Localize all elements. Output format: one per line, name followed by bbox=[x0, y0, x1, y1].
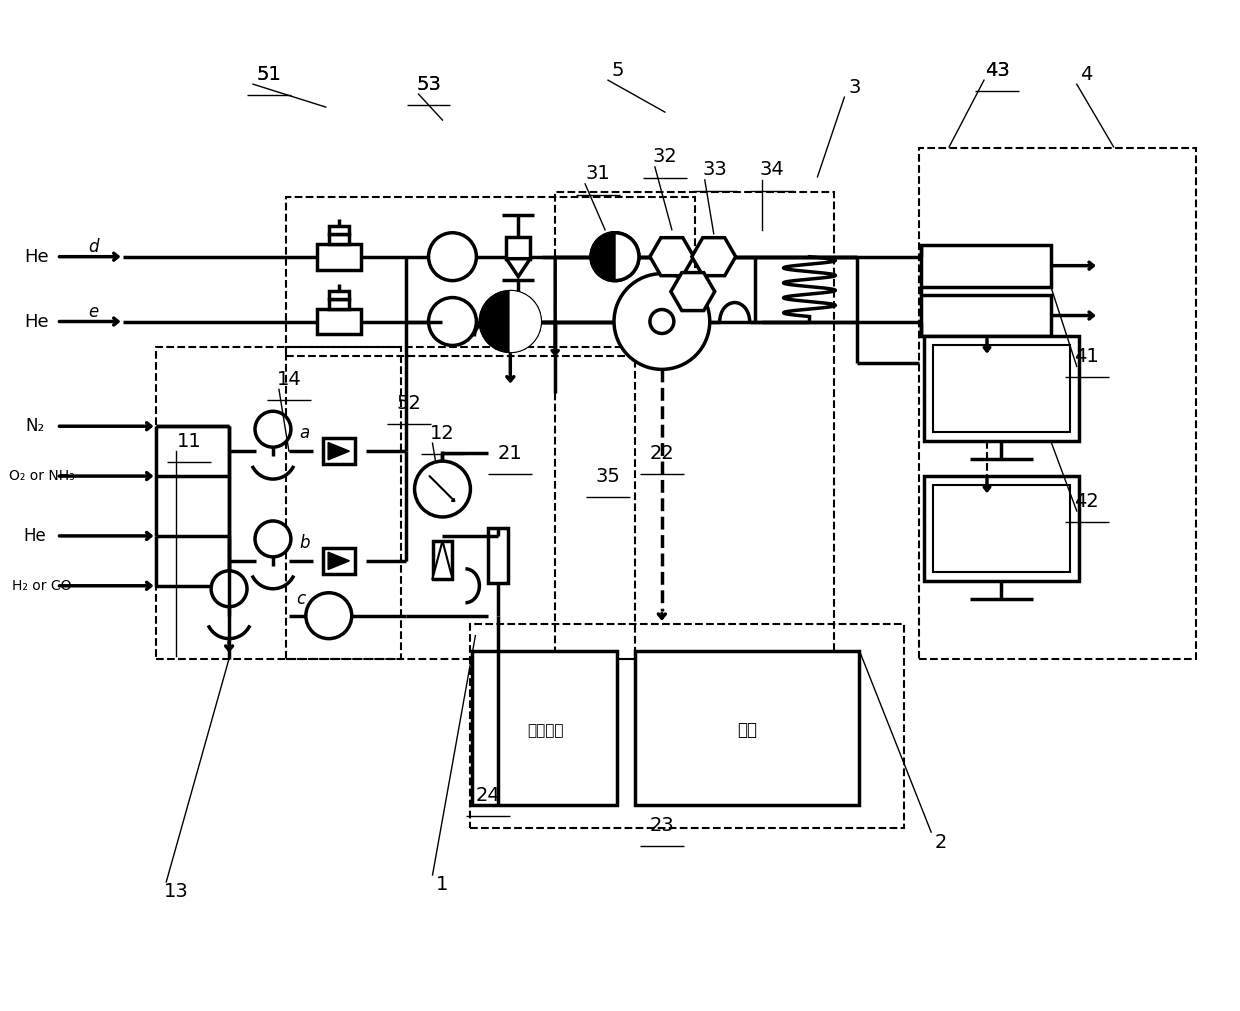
Text: 22: 22 bbox=[650, 444, 675, 463]
Text: d: d bbox=[88, 238, 99, 256]
Text: b: b bbox=[300, 534, 310, 552]
Text: 5: 5 bbox=[611, 61, 624, 80]
Polygon shape bbox=[671, 273, 714, 310]
Bar bbox=[317, 308, 361, 335]
Text: 14: 14 bbox=[277, 370, 301, 389]
Text: 12: 12 bbox=[430, 424, 455, 443]
Bar bbox=[156, 348, 401, 658]
Text: He: He bbox=[25, 312, 48, 331]
Text: 3: 3 bbox=[848, 78, 861, 97]
Text: N₂: N₂ bbox=[25, 418, 45, 435]
Bar bbox=[506, 301, 531, 324]
Text: H₂ or CO: H₂ or CO bbox=[12, 578, 72, 592]
Circle shape bbox=[591, 233, 639, 281]
Text: 13: 13 bbox=[164, 883, 188, 902]
Text: 51: 51 bbox=[257, 65, 281, 84]
Polygon shape bbox=[480, 291, 511, 352]
Text: 21: 21 bbox=[498, 444, 523, 463]
Polygon shape bbox=[433, 541, 453, 579]
Bar bbox=[635, 651, 859, 805]
Text: 冷凝: 冷凝 bbox=[738, 722, 758, 739]
Bar bbox=[286, 348, 635, 658]
Circle shape bbox=[480, 291, 541, 352]
Circle shape bbox=[429, 233, 476, 281]
Bar bbox=[934, 346, 1070, 432]
Text: He: He bbox=[24, 527, 46, 545]
Bar bbox=[921, 294, 1050, 337]
Polygon shape bbox=[329, 552, 350, 569]
Text: 24: 24 bbox=[476, 786, 501, 805]
Circle shape bbox=[255, 521, 291, 557]
Text: 51: 51 bbox=[257, 65, 281, 84]
Text: O₂ or NH₃: O₂ or NH₃ bbox=[9, 469, 74, 483]
Text: 43: 43 bbox=[985, 61, 1009, 80]
Text: 34: 34 bbox=[759, 161, 784, 179]
Bar bbox=[924, 337, 1079, 441]
Bar bbox=[470, 624, 904, 828]
Text: 蒸汽鼓泡: 蒸汽鼓泡 bbox=[527, 723, 563, 738]
Bar bbox=[934, 485, 1070, 572]
Bar bbox=[329, 234, 348, 244]
Text: 31: 31 bbox=[585, 165, 610, 183]
Text: 53: 53 bbox=[417, 75, 441, 94]
Bar bbox=[921, 245, 1050, 286]
Text: 11: 11 bbox=[177, 432, 202, 451]
Bar bbox=[489, 528, 508, 582]
Bar bbox=[322, 548, 355, 574]
Bar bbox=[472, 651, 618, 805]
Polygon shape bbox=[650, 238, 694, 276]
Bar bbox=[556, 192, 835, 658]
Bar bbox=[286, 197, 694, 357]
Polygon shape bbox=[511, 291, 541, 352]
Text: 33: 33 bbox=[702, 161, 727, 179]
Text: 35: 35 bbox=[595, 467, 620, 485]
Bar bbox=[506, 237, 531, 259]
Text: He: He bbox=[25, 248, 48, 266]
Text: 41: 41 bbox=[1074, 347, 1099, 366]
Circle shape bbox=[255, 411, 291, 447]
Bar bbox=[919, 148, 1197, 658]
Circle shape bbox=[211, 571, 247, 607]
Text: 52: 52 bbox=[396, 393, 422, 412]
Bar bbox=[329, 298, 348, 308]
Polygon shape bbox=[591, 233, 615, 281]
Bar bbox=[329, 225, 348, 234]
Circle shape bbox=[306, 592, 352, 639]
Text: 32: 32 bbox=[652, 148, 677, 167]
Polygon shape bbox=[692, 238, 735, 276]
Text: 53: 53 bbox=[417, 75, 441, 94]
Text: e: e bbox=[88, 302, 98, 320]
Circle shape bbox=[614, 274, 709, 369]
Text: a: a bbox=[300, 425, 310, 442]
Text: 1: 1 bbox=[436, 876, 449, 895]
Bar bbox=[924, 476, 1079, 580]
Circle shape bbox=[480, 291, 541, 352]
Circle shape bbox=[650, 309, 673, 334]
Circle shape bbox=[414, 461, 470, 517]
Text: 42: 42 bbox=[1074, 491, 1099, 511]
Text: 43: 43 bbox=[985, 61, 1009, 80]
Circle shape bbox=[591, 233, 639, 281]
Polygon shape bbox=[506, 324, 531, 342]
Polygon shape bbox=[329, 443, 350, 460]
Bar bbox=[322, 438, 355, 464]
Bar bbox=[329, 290, 348, 298]
Text: 23: 23 bbox=[650, 816, 675, 835]
Circle shape bbox=[429, 297, 476, 346]
Text: 2: 2 bbox=[935, 833, 947, 851]
Polygon shape bbox=[506, 259, 531, 277]
Text: 4: 4 bbox=[1080, 65, 1092, 84]
Bar bbox=[433, 541, 453, 579]
Bar bbox=[317, 244, 361, 270]
Text: c: c bbox=[296, 589, 305, 608]
